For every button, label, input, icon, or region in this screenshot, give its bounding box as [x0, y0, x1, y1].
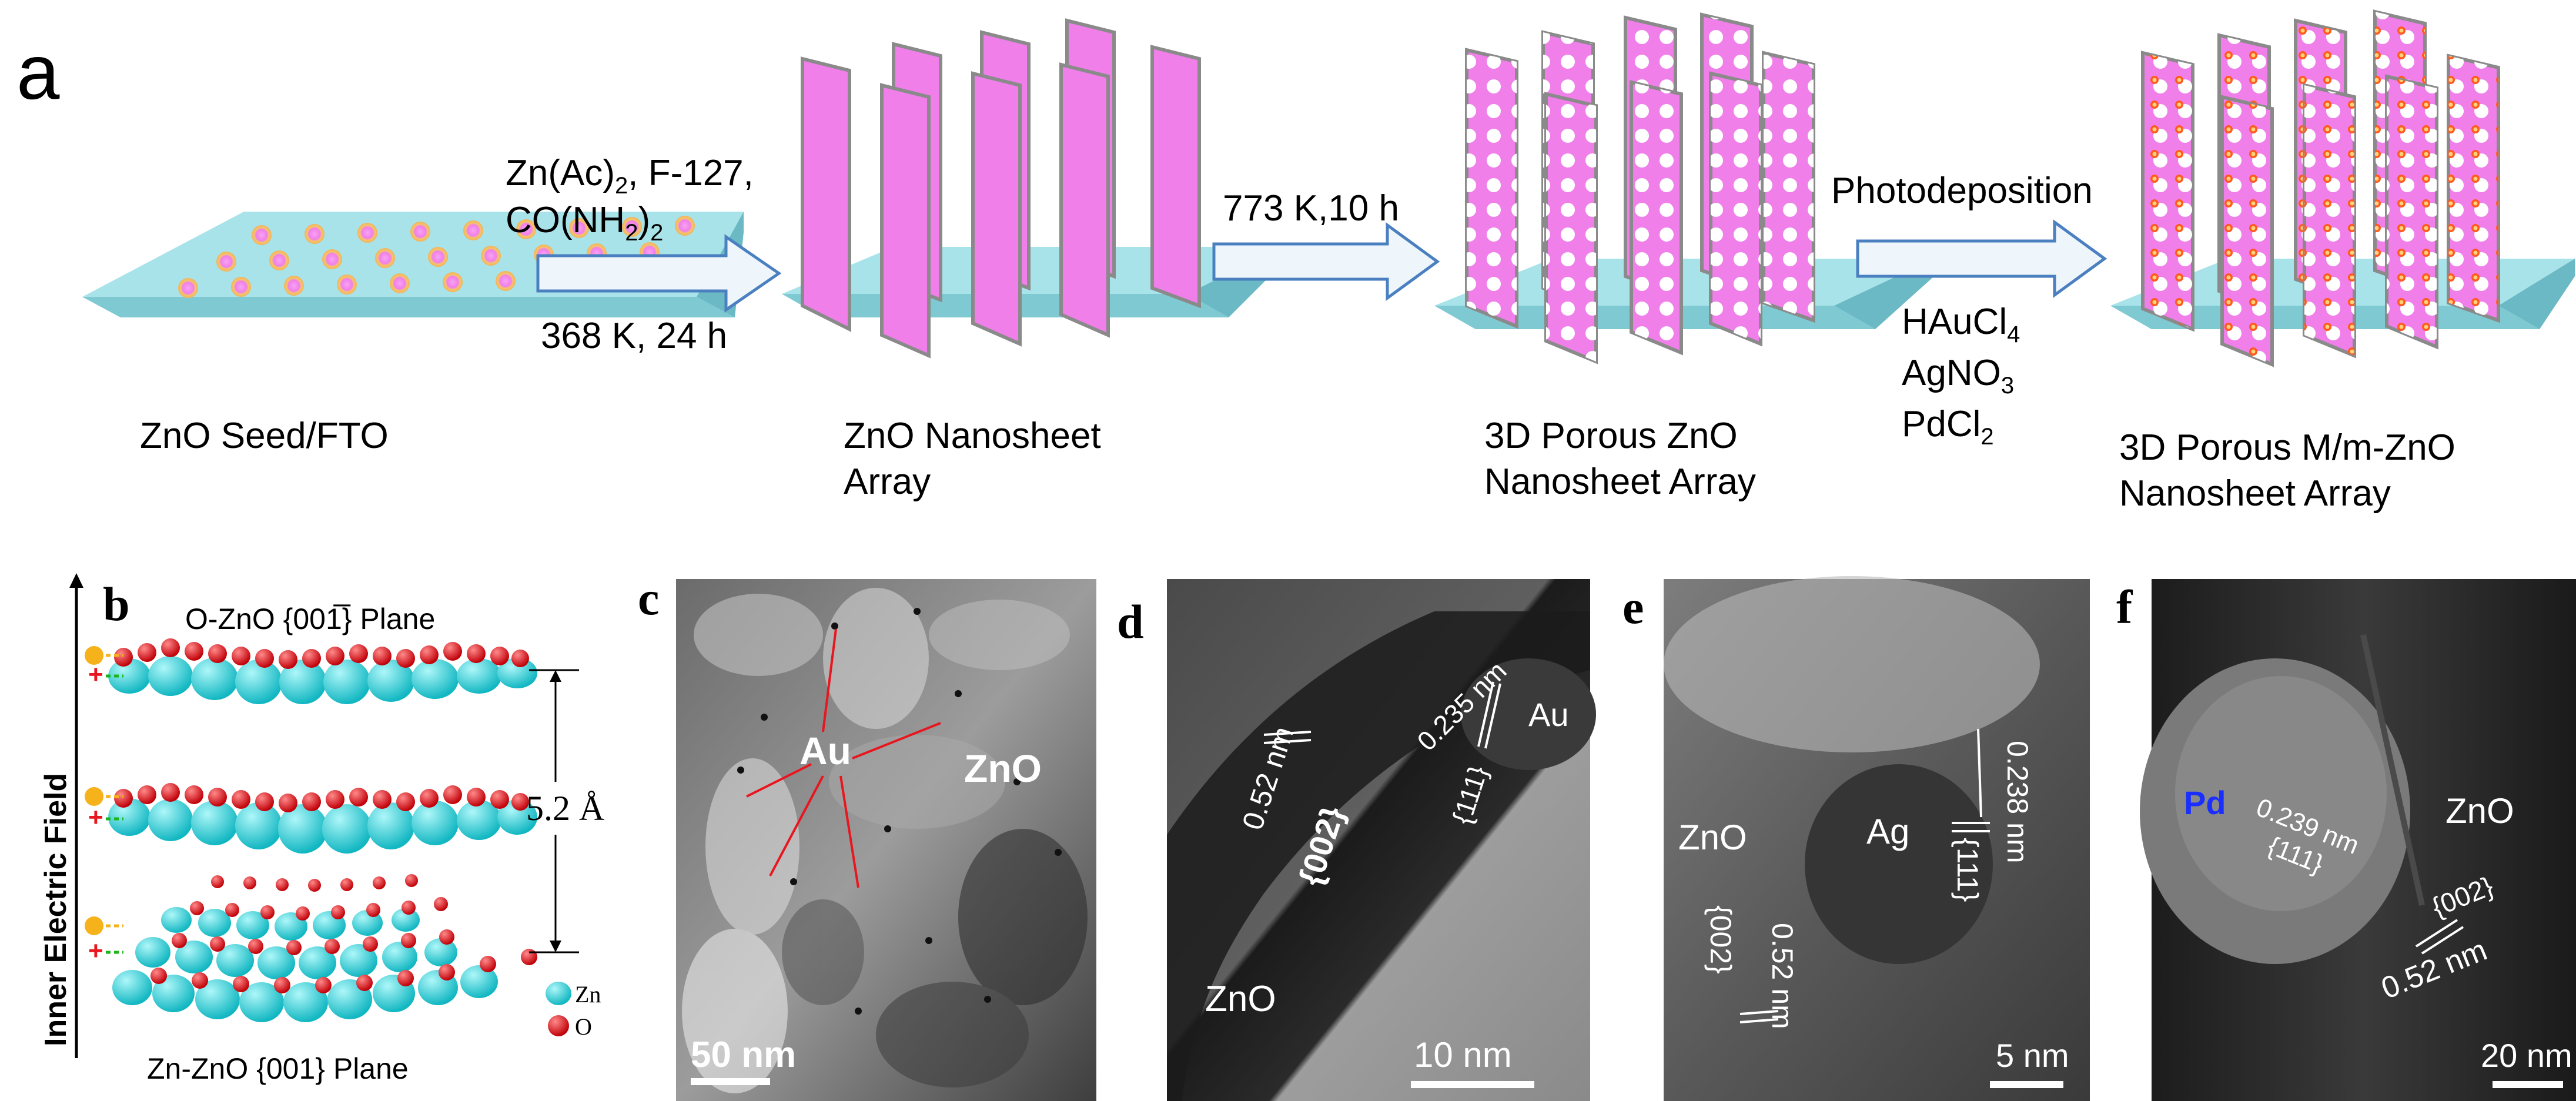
reagent-3: PdCl2 — [1902, 404, 1994, 450]
panel-f-letter: f — [2116, 580, 2133, 634]
tem-texture-c — [682, 588, 1088, 1093]
sheet — [1059, 62, 1110, 338]
scale-label-e: 5 nm — [1996, 1037, 2069, 1074]
zn-legend-icon — [546, 982, 571, 1005]
arrow-1 — [536, 234, 782, 313]
arrow-1-line-1: Zn(Ac)2, F-127, — [506, 153, 754, 199]
reagent-1: HAuCl4 — [1902, 302, 2020, 347]
step-4-caption-2: Nanosheet Array — [2119, 473, 2391, 514]
sheet — [1630, 80, 1683, 356]
label-pd: Pd — [2184, 784, 2226, 821]
nanosheet-array — [782, 18, 1282, 359]
axis-label: Inner Electric Field — [39, 773, 73, 1046]
plus-sign-2: + — [88, 803, 103, 832]
scale-label-c: 50 nm — [691, 1035, 796, 1075]
sheet — [971, 71, 1022, 347]
scale-label-d: 10 nm — [1414, 1035, 1512, 1075]
step-4-caption-1: 3D Porous M/m-ZnO — [2119, 427, 2455, 468]
atom-layer-bottom — [112, 874, 537, 1022]
grain-boundary — [2360, 634, 2425, 906]
plus-sign-3: + — [88, 936, 103, 965]
amorphous-region — [1664, 576, 2040, 752]
o-legend-icon — [548, 1015, 569, 1036]
sheet — [801, 56, 851, 332]
label-zno: ZnO — [2445, 791, 2514, 831]
d-spacing-1: 0.238 nm — [2001, 741, 2034, 863]
bottom-plane-label: Zn-ZnO {001} Plane — [147, 1052, 409, 1085]
arrow-1-below: 368 K, 24 h — [541, 316, 727, 356]
au-particle-d — [1461, 658, 1596, 770]
sheet — [1762, 51, 1815, 323]
sheet — [2447, 53, 2500, 323]
step-2-caption-1: ZnO Nanosheet — [844, 416, 1101, 456]
sheet — [1709, 71, 1762, 347]
atom-legend: Zn O — [546, 981, 601, 1040]
au-pointer-arrows — [746, 628, 941, 888]
panel-b-letter: b — [103, 577, 130, 631]
reagent-2: AgNO3 — [1902, 353, 2014, 399]
arrow-2-above: 773 K,10 h — [1223, 188, 1399, 229]
metal-porous-nanosheet-array — [2110, 9, 2575, 367]
panel-a-letter: a — [16, 29, 60, 115]
spacing-label: 5.2 Å — [526, 789, 604, 828]
arrow-3-above: Photodeposition — [1831, 170, 2093, 211]
sheet — [1150, 45, 1201, 309]
sheet — [2141, 51, 2194, 332]
panel-e-letter: e — [1622, 580, 1644, 634]
arrow-3 — [1856, 219, 2107, 298]
panel-f: f Pd 0.239 nm {111} ZnO {002} 0.52 nm 20… — [2116, 579, 2576, 1101]
panel-d: d 0.52 nm {002} 0.235 nm {111} Au ZnO 10… — [1117, 579, 1596, 1101]
arrow-1-line-2: CO(NH2)2 — [506, 200, 663, 246]
label-zno: ZnO — [964, 747, 1042, 790]
panel-a: a ZnO Seed — [16, 9, 2575, 514]
label-zno: ZnO — [1205, 979, 1276, 1019]
d-spacing-2: 0.52 nm — [1766, 923, 1799, 1029]
o-legend-label: O — [575, 1013, 592, 1040]
scale-label-f: 20 nm — [2481, 1037, 2572, 1074]
plane-1: {111} — [1951, 838, 1984, 902]
axis-arrowhead — [69, 573, 83, 588]
d-spacing-markers-e — [1739, 728, 1990, 1023]
au-particles — [737, 608, 1062, 1015]
label-au: Au — [1528, 696, 1569, 733]
atom-layer-top — [108, 638, 537, 704]
spacing-indicator — [529, 669, 579, 953]
d-spacing-markers-f — [2415, 919, 2464, 955]
sheet — [2385, 74, 2438, 350]
charge-markers: + + + — [85, 646, 123, 965]
sheet — [1544, 92, 1598, 364]
panel-c-letter: c — [638, 571, 659, 625]
step-3-caption-1: 3D Porous ZnO — [1484, 416, 1738, 456]
sheet — [2303, 83, 2356, 359]
step-2-caption-2: Array — [844, 461, 931, 502]
atom-layer-middle — [108, 783, 537, 854]
label-au: Au — [799, 729, 851, 772]
panel-c: c Au ZnO 50 nm — [638, 571, 1096, 1101]
label-zno: ZnO — [1678, 818, 1747, 857]
step-3-caption-2: Nanosheet Array — [1484, 461, 1756, 502]
porous-nanosheet-array — [1434, 12, 1934, 364]
sheet — [2220, 95, 2274, 367]
d-spacing-markers-d — [1263, 681, 1501, 749]
panel-b: b O-ZnO {001̅} Plane Inner Electric Fiel… — [39, 573, 604, 1085]
top-plane-label: O-ZnO {001̅} Plane — [185, 603, 435, 635]
panel-d-letter: d — [1117, 595, 1144, 648]
label-ag: Ag — [1866, 812, 1909, 851]
sheet — [880, 83, 931, 359]
arrow-2 — [1212, 222, 1440, 301]
panel-e: e ZnO Ag 0.238 nm {111} {002} 0.52 nm 5 … — [1622, 576, 2090, 1101]
zn-legend-label: Zn — [575, 981, 601, 1008]
ag-particle-e — [1805, 764, 1993, 964]
plus-sign-1: + — [88, 660, 103, 689]
plane-2: {002} — [1704, 905, 1737, 974]
step-1-caption: ZnO Seed/FTO — [140, 416, 389, 456]
sheet — [1465, 48, 1518, 329]
